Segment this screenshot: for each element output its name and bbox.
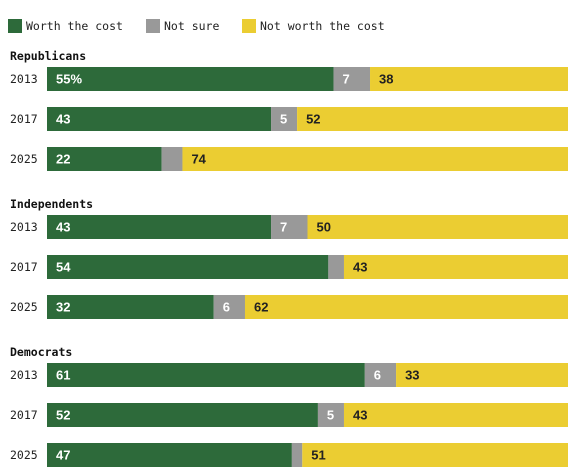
bar-segment-worth [47, 107, 272, 131]
bar-segment-not-worth [182, 147, 568, 171]
data-label-worth: 52 [56, 408, 70, 423]
data-label-worth: 55% [56, 72, 82, 87]
data-label-worth: 61 [56, 368, 70, 383]
bar-segment-not-worth [343, 403, 568, 427]
legend-swatch-worth [8, 19, 22, 33]
year-label: 2025 [10, 448, 38, 462]
data-label-not-sure: 7 [343, 72, 350, 87]
legend-label-not_sure: Not sure [164, 19, 219, 33]
data-label-worth: 43 [56, 220, 70, 235]
bar-segment-not-sure [213, 295, 245, 319]
bar-segment-not-worth [343, 255, 568, 279]
bar-segment-not-worth [302, 443, 568, 467]
bar-segment-not-sure [291, 443, 303, 467]
bar-segment-not-worth [396, 363, 568, 387]
group-title-republicans: Republicans [10, 49, 86, 63]
legend-label-worth: Worth the cost [26, 19, 123, 33]
bar-segment-worth [47, 215, 272, 239]
data-label-worth: 47 [56, 448, 70, 463]
data-label-not-worth: 51 [311, 448, 325, 463]
data-label-not-sure: 5 [327, 408, 334, 423]
year-label: 2017 [10, 408, 38, 422]
bar-segment-worth [47, 443, 292, 467]
data-label-not-worth: 43 [353, 408, 367, 423]
bar-segment-worth [47, 403, 318, 427]
bar-segment-not-sure [161, 147, 183, 171]
bar-segment-not-sure [271, 215, 308, 239]
year-label: 2025 [10, 300, 38, 314]
data-label-worth: 43 [56, 112, 70, 127]
bar-segment-not-sure [317, 403, 344, 427]
data-label-not-sure: 7 [280, 220, 287, 235]
year-label: 2017 [10, 112, 38, 126]
data-label-not-worth: 43 [353, 260, 367, 275]
data-label-worth: 22 [56, 152, 70, 167]
legend-swatch-not_sure [146, 19, 160, 33]
bar-segment-not-sure [328, 255, 344, 279]
data-label-not-sure: 5 [280, 112, 287, 127]
year-label: 2017 [10, 260, 38, 274]
data-label-not-worth: 38 [379, 72, 393, 87]
bar-segment-not-worth [297, 107, 568, 131]
bar-segment-worth [47, 67, 334, 91]
bar-segment-not-worth [370, 67, 568, 91]
data-label-worth: 54 [56, 260, 71, 275]
legend-swatch-not_worth [242, 19, 256, 33]
bar-segment-not-sure [333, 67, 371, 91]
bar-segment-not-worth [244, 295, 569, 319]
legend-label-not_worth: Not worth the cost [260, 19, 385, 33]
data-label-not-worth: 52 [306, 112, 320, 127]
data-label-not-sure: 6 [374, 368, 381, 383]
bar-segment-not-sure [364, 363, 397, 387]
bar-segment-worth [47, 363, 365, 387]
data-label-not-worth: 33 [405, 368, 419, 383]
bar-segment-worth [47, 295, 214, 319]
group-title-democrats: Democrats [10, 345, 72, 359]
year-label: 2013 [10, 72, 38, 86]
data-label-not-worth: 74 [191, 152, 206, 167]
group-title-independents: Independents [10, 197, 93, 211]
bar-segment-worth [47, 147, 162, 171]
bar-segment-not-worth [307, 215, 568, 239]
data-label-worth: 32 [56, 300, 70, 315]
year-label: 2025 [10, 152, 38, 166]
bar-segment-worth [47, 255, 329, 279]
bar-segment-not-sure [271, 107, 298, 131]
data-label-not-worth: 62 [254, 300, 268, 315]
data-label-not-sure: 6 [223, 300, 230, 315]
year-label: 2013 [10, 220, 38, 234]
data-label-not-worth: 50 [317, 220, 331, 235]
year-label: 2013 [10, 368, 38, 382]
